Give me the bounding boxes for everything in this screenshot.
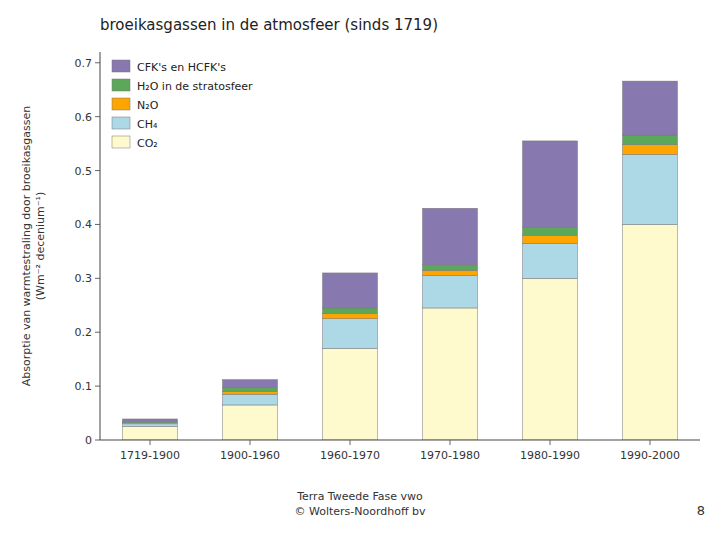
legend-swatch [112,136,130,148]
y-tick [95,116,100,117]
x-tick-label: 1960-1970 [320,449,380,462]
bar-segment [423,308,478,440]
bars [123,81,678,440]
y-tick-label: 0.3 [75,272,93,285]
footer: Terra Tweede Fase vwo © Wolters-Noordhoff… [294,490,705,518]
y-tick-label: 0.7 [75,57,93,70]
bar-segment [523,243,578,278]
y-tick [95,278,100,279]
x-tick-label: 1900-1960 [220,449,280,462]
series [123,224,678,440]
y-label-line: Absorptie van warmtestraling door broeik… [20,106,33,386]
bar-segment [323,308,378,313]
y-tick-label: 0 [85,434,92,447]
x-tick [150,440,151,445]
legend-label: CFK's en HCFK's [137,61,226,74]
bar-segment [123,419,178,422]
legend-label: N₂O [137,99,159,112]
bar-segment [223,405,278,440]
series [123,154,678,426]
legend-label: H₂O in de stratosfeer [137,80,253,93]
bar-segment [623,81,678,135]
y-tick [95,62,100,63]
bar-segment [323,273,378,308]
bar-segment [223,380,278,388]
x-axis: 1719-1900 1900-1960 1960-1970 1970-1980 1980… [100,440,700,462]
bar-segment [523,235,578,243]
x-tick-label: 1980-1990 [520,449,580,462]
y-tick [95,440,100,441]
x-axis-line [100,440,700,441]
y-tick [95,170,100,171]
legend: CFK's en HCFK's H₂O in de stratosfeer N₂O C… [112,60,253,150]
chart: broeikasgassen in de atmosfeer (sinds 17… [0,0,720,540]
y-tick [95,386,100,387]
title: broeikasgassen in de atmosfeer (sinds 17… [100,16,438,34]
bar-segment [623,224,678,440]
bar-segment [123,424,178,427]
legend-label: CO₂ [137,137,158,150]
bar-segment [223,394,278,405]
bar-segment [223,392,278,395]
bar-segment [423,208,478,265]
x-tick [550,440,551,445]
x-tick [250,440,251,445]
background [0,0,720,540]
y-axis: 0 0.1 0.2 0.3 0.4 0.5 0.6 0.7 [75,52,101,447]
bar-segment [223,388,278,392]
legend-swatch [112,79,130,91]
y-tick-label: 0.4 [75,218,93,231]
bar-segment [323,348,378,440]
y-tick-label: 0.2 [75,326,93,339]
bar-segment [623,135,678,145]
bar-segment [323,319,378,349]
x-tick-label: 1970-1980 [420,449,480,462]
bar-segment [623,145,678,155]
series [123,81,678,422]
footer-text: Terra Tweede Fase vwo [296,490,423,503]
legend-swatch [112,117,130,129]
y-tick-label: 0.1 [75,380,93,393]
bar-segment [423,265,478,270]
y-label-line: (Wm⁻² decenium⁻¹) [34,192,47,300]
x-tick-label: 1990-2000 [620,449,680,462]
legend-swatch [112,60,130,72]
chart-container: broeikasgassen in de atmosfeer (sinds 17… [0,0,720,540]
bar-segment [323,313,378,318]
x-tick [350,440,351,445]
x-tick-label: 1719-1900 [120,449,180,462]
legend-swatch [112,98,130,110]
bar-segment [123,427,178,440]
y-tick-label: 0.5 [75,165,93,178]
series [123,145,678,424]
footer-text: © Wolters-Noordhoff bv [294,505,426,518]
y-label: Absorptie van warmtestraling door broeik… [20,106,47,386]
bar-segment [423,270,478,275]
y-tick-label: 0.6 [75,111,93,124]
x-tick [450,440,451,445]
bar-segment [523,278,578,440]
series [123,135,678,423]
bar-segment [423,276,478,308]
y-axis-line [100,52,101,440]
x-tick [650,440,651,445]
y-tick [95,224,100,225]
bar-segment [623,154,678,224]
bar-segment [523,227,578,235]
legend-label: CH₄ [137,118,158,131]
y-tick [95,332,100,333]
page-number: 8 [697,503,705,518]
bar-segment [523,141,578,227]
